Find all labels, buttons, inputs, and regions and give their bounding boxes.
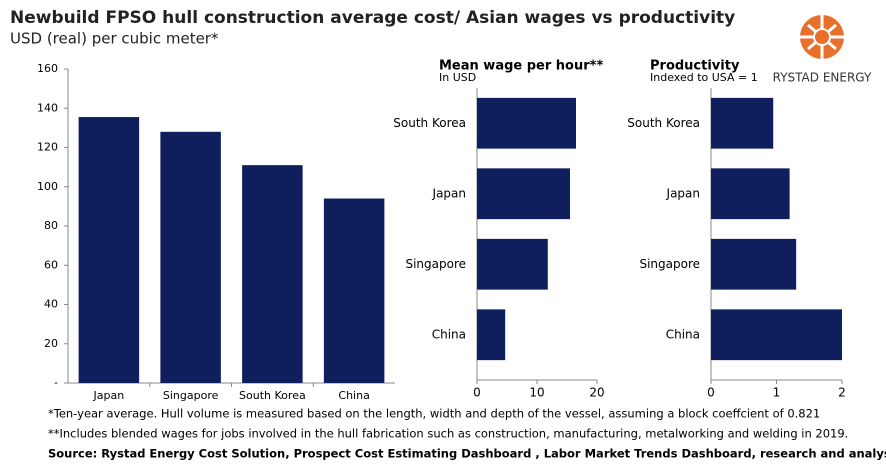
x-tick-label: Japan (93, 389, 125, 402)
bar (477, 309, 506, 361)
y-tick-label: 40 (44, 298, 58, 311)
x-tick-label: 1 (773, 386, 781, 400)
bar (477, 168, 570, 220)
y-tick-label: China (432, 327, 466, 341)
footnote: **Includes blended wages for jobs involv… (48, 427, 848, 441)
y-tick-label: Singapore (405, 257, 466, 271)
y-tick-label: 20 (44, 337, 58, 350)
page-title: Newbuild FPSO hull construction average … (10, 8, 735, 28)
x-tick-label: South Korea (239, 389, 306, 402)
bar (711, 97, 774, 149)
y-tick-label: 140 (37, 101, 58, 114)
y-tick-label: 120 (37, 141, 58, 154)
y-tick-label: 80 (44, 219, 58, 232)
y-tick-label: Japan (666, 186, 700, 200)
chart-subtitle: Indexed to USA = 1 (650, 71, 758, 84)
bar (711, 168, 790, 220)
bar (160, 131, 221, 383)
x-tick-label: China (338, 389, 369, 402)
x-tick-label: 2 (838, 386, 846, 400)
y-tick-label: 60 (44, 258, 58, 271)
bar (477, 97, 576, 149)
y-tick-label: South Korea (393, 116, 466, 130)
y-tick-label: South Korea (627, 116, 700, 130)
logo-text: RYSTAD ENERGY (773, 71, 872, 85)
bar (711, 309, 842, 361)
page-subtitle: USD (real) per cubic meter* (10, 30, 219, 48)
x-tick-label: Singapore (163, 389, 219, 402)
y-tick-label: 100 (37, 180, 58, 193)
x-tick-label: 0 (473, 386, 481, 400)
y-tick-label: China (666, 327, 700, 341)
chart-subtitle: In USD (439, 71, 476, 84)
y-tick-label: - (54, 376, 58, 389)
logo-icon (800, 15, 844, 59)
bar (711, 238, 797, 290)
chart-title: Productivity (650, 59, 740, 74)
y-tick-label: Singapore (639, 257, 700, 271)
x-tick-label: 10 (529, 386, 544, 400)
chart-title: Mean wage per hour** (439, 59, 603, 74)
y-tick-label: Japan (432, 186, 466, 200)
footnote: *Ten-year average. Hull volume is measur… (48, 407, 820, 421)
bar (323, 198, 385, 383)
source: Source: Rystad Energy Cost Solution, Pro… (48, 447, 886, 461)
x-tick-label: 20 (589, 386, 604, 400)
y-tick-label: 160 (37, 62, 58, 75)
bar (242, 165, 303, 383)
bar (78, 117, 140, 384)
x-tick-label: 0 (707, 386, 715, 400)
bar (477, 238, 548, 290)
